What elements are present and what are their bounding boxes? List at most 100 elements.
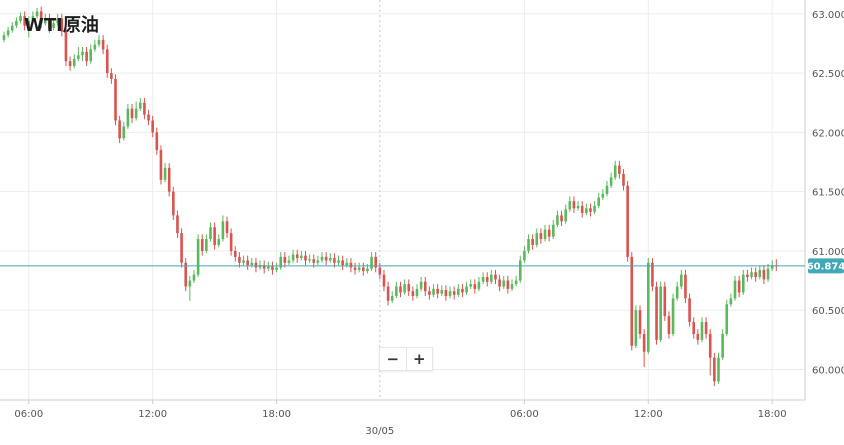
candle-body	[56, 18, 59, 24]
candle-body	[750, 272, 753, 278]
candle-body	[564, 209, 567, 222]
candle-body	[457, 288, 460, 295]
candle-body	[597, 197, 601, 206]
candle-body	[205, 239, 208, 251]
candle-body	[580, 205, 584, 213]
candle-body	[618, 165, 621, 174]
current-price-tag: 60.874	[807, 258, 844, 274]
candle-body	[366, 268, 369, 272]
candle-body	[423, 281, 427, 292]
candle-body	[485, 277, 489, 282]
zoom-out-button[interactable]: −	[386, 350, 400, 368]
candle-body	[72, 58, 76, 66]
candle-body	[688, 298, 691, 323]
candle-body	[52, 23, 55, 29]
candle-body	[229, 233, 233, 251]
candle-body	[733, 280, 737, 299]
time-tick-label: 12:00	[138, 409, 167, 420]
candle-body	[362, 267, 365, 272]
candle-body	[192, 274, 196, 281]
candle-body	[758, 269, 762, 278]
time-tick-label: 12:00	[634, 409, 663, 420]
candle-body	[473, 284, 477, 289]
candle-body	[262, 265, 266, 269]
candle-body	[89, 49, 93, 62]
candle-body	[572, 201, 576, 209]
candle-body	[93, 44, 97, 50]
candle-body	[77, 55, 80, 59]
candle-body	[696, 333, 700, 340]
candle-body	[646, 262, 650, 352]
candle-body	[68, 61, 72, 66]
candle-body	[684, 274, 687, 299]
price-tick-label: 62.500	[812, 69, 844, 80]
zoom-controls: − +	[379, 347, 433, 371]
candle-body	[316, 260, 320, 263]
candle-body	[221, 221, 225, 240]
candle-body	[593, 205, 596, 212]
candle-body	[535, 233, 539, 245]
candle-body	[283, 256, 287, 263]
candle-body	[527, 239, 530, 251]
candle-body	[762, 269, 766, 280]
candle-body	[770, 265, 774, 269]
candle-body	[200, 239, 204, 251]
candle-body	[374, 256, 377, 268]
candle-body	[609, 177, 613, 186]
candle-body	[700, 322, 704, 340]
candle-body	[432, 288, 435, 295]
candle-body	[300, 255, 303, 259]
candle-body	[357, 267, 361, 270]
candle-body	[147, 114, 150, 121]
candle-body	[31, 16, 35, 21]
candle-body	[279, 256, 283, 268]
candle-body	[163, 167, 167, 180]
candle-body	[725, 304, 729, 334]
candle-body	[85, 51, 88, 62]
candle-body	[122, 126, 126, 139]
candle-body	[490, 274, 493, 282]
candle-body	[184, 262, 188, 287]
candle-body	[271, 266, 274, 270]
candle-body	[287, 260, 291, 263]
price-axis-labels: 60.000 60.500 61.000 61.500 62.000 62.500 63.0…	[812, 10, 844, 377]
candle-body	[337, 260, 340, 263]
candle-body	[638, 310, 642, 334]
candle-body	[213, 227, 216, 245]
candle-body	[729, 298, 733, 305]
candle-body	[481, 277, 485, 282]
candle-body	[630, 256, 634, 346]
candle-body	[64, 31, 68, 62]
candle-body	[370, 256, 373, 269]
candle-body	[659, 286, 662, 340]
candle-body	[188, 280, 192, 287]
price-tick-label: 61.000	[812, 247, 844, 258]
candle-body	[217, 239, 221, 245]
candle-body	[448, 291, 452, 296]
candle-body	[345, 262, 349, 266]
candle-body	[386, 286, 390, 301]
candle-body	[143, 102, 146, 115]
candle-body	[35, 11, 39, 17]
price-tick-label: 60.000	[812, 366, 844, 377]
instrument-title: WTI原油	[24, 15, 99, 36]
candle-body	[48, 18, 51, 29]
zoom-in-button[interactable]: +	[405, 348, 433, 370]
candle-body	[110, 73, 113, 79]
candle-body	[692, 322, 696, 334]
candle-body	[333, 258, 336, 263]
candles-layer	[2, 6, 778, 387]
candle-body	[114, 79, 117, 121]
candle-body	[267, 266, 270, 269]
candle-body	[754, 272, 757, 278]
candle-body	[233, 250, 237, 257]
candle-body	[81, 51, 84, 56]
candle-body	[304, 255, 307, 261]
time-axis-labels: 06:00 12:00 18:00 06:00 12:00 18:00 30/05	[14, 400, 787, 437]
candle-body	[225, 221, 229, 234]
candle-body	[254, 262, 258, 268]
candle-body	[411, 291, 415, 296]
price-tick-label: 61.500	[812, 188, 844, 199]
candle-body	[10, 25, 14, 31]
candle-body	[172, 191, 175, 216]
